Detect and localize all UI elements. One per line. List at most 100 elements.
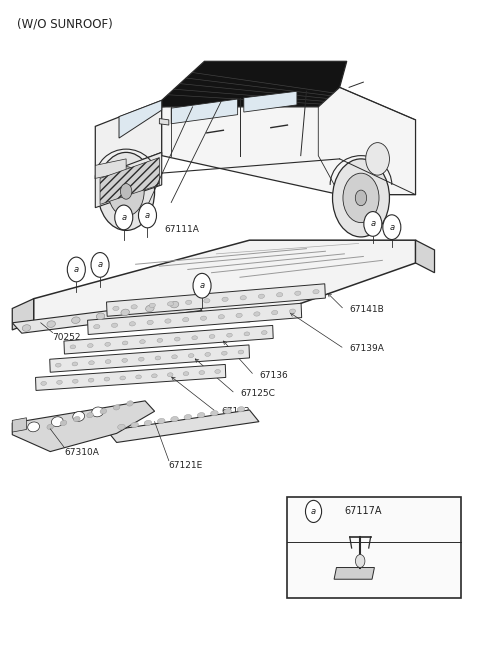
Ellipse shape bbox=[96, 313, 105, 319]
Ellipse shape bbox=[200, 316, 207, 320]
Ellipse shape bbox=[276, 293, 283, 297]
Text: 67139A: 67139A bbox=[349, 344, 384, 354]
Text: 67123: 67123 bbox=[221, 407, 250, 417]
Ellipse shape bbox=[47, 321, 55, 327]
Ellipse shape bbox=[186, 300, 192, 304]
Ellipse shape bbox=[87, 344, 93, 348]
Ellipse shape bbox=[240, 296, 246, 300]
Ellipse shape bbox=[165, 319, 171, 323]
Circle shape bbox=[91, 253, 109, 277]
Text: a: a bbox=[145, 211, 150, 220]
Ellipse shape bbox=[258, 294, 264, 298]
Text: 67121E: 67121E bbox=[169, 461, 203, 470]
Circle shape bbox=[120, 184, 132, 199]
Ellipse shape bbox=[87, 413, 94, 418]
Ellipse shape bbox=[237, 407, 245, 412]
Ellipse shape bbox=[105, 359, 111, 363]
FancyBboxPatch shape bbox=[288, 497, 461, 598]
Text: a: a bbox=[74, 265, 79, 274]
Circle shape bbox=[97, 152, 155, 230]
Text: a: a bbox=[97, 260, 103, 270]
Ellipse shape bbox=[211, 411, 218, 416]
Circle shape bbox=[366, 142, 389, 175]
Polygon shape bbox=[96, 159, 126, 178]
Ellipse shape bbox=[171, 417, 178, 422]
Text: a: a bbox=[200, 281, 204, 290]
Polygon shape bbox=[12, 418, 26, 432]
Ellipse shape bbox=[204, 298, 210, 303]
Circle shape bbox=[115, 205, 133, 230]
Ellipse shape bbox=[174, 337, 180, 341]
Ellipse shape bbox=[60, 420, 67, 426]
Ellipse shape bbox=[184, 415, 192, 420]
Polygon shape bbox=[96, 152, 162, 208]
Text: 70252: 70252 bbox=[53, 333, 81, 342]
Ellipse shape bbox=[22, 325, 31, 331]
Ellipse shape bbox=[70, 345, 76, 349]
Circle shape bbox=[343, 173, 379, 222]
Ellipse shape bbox=[236, 313, 242, 318]
Ellipse shape bbox=[57, 380, 62, 384]
Ellipse shape bbox=[105, 342, 110, 346]
Ellipse shape bbox=[51, 417, 63, 426]
Ellipse shape bbox=[94, 325, 100, 329]
Circle shape bbox=[333, 159, 389, 237]
Polygon shape bbox=[12, 300, 202, 333]
Ellipse shape bbox=[157, 419, 165, 424]
Polygon shape bbox=[162, 87, 416, 195]
Ellipse shape bbox=[72, 317, 80, 323]
Polygon shape bbox=[107, 284, 325, 316]
Ellipse shape bbox=[73, 417, 80, 422]
Ellipse shape bbox=[218, 315, 225, 319]
Circle shape bbox=[108, 167, 144, 216]
Text: 67141B: 67141B bbox=[349, 305, 384, 314]
Polygon shape bbox=[34, 240, 416, 321]
Ellipse shape bbox=[131, 422, 138, 428]
Polygon shape bbox=[416, 240, 434, 273]
Ellipse shape bbox=[118, 424, 125, 430]
Ellipse shape bbox=[168, 373, 173, 377]
Ellipse shape bbox=[122, 341, 128, 345]
Ellipse shape bbox=[131, 305, 137, 309]
Ellipse shape bbox=[238, 350, 244, 354]
Ellipse shape bbox=[262, 331, 267, 335]
Ellipse shape bbox=[113, 405, 120, 410]
Circle shape bbox=[364, 212, 382, 236]
Polygon shape bbox=[334, 567, 374, 579]
Polygon shape bbox=[12, 401, 155, 451]
Ellipse shape bbox=[222, 297, 228, 302]
Circle shape bbox=[383, 215, 401, 239]
Ellipse shape bbox=[113, 306, 119, 310]
Text: 67136: 67136 bbox=[259, 371, 288, 380]
Polygon shape bbox=[171, 99, 238, 124]
Ellipse shape bbox=[182, 318, 189, 321]
Ellipse shape bbox=[209, 335, 215, 338]
Polygon shape bbox=[100, 157, 159, 205]
Ellipse shape bbox=[88, 379, 94, 382]
Ellipse shape bbox=[272, 310, 278, 315]
Ellipse shape bbox=[244, 332, 250, 336]
Circle shape bbox=[193, 274, 211, 298]
Circle shape bbox=[355, 190, 367, 206]
Ellipse shape bbox=[215, 369, 220, 373]
Ellipse shape bbox=[41, 381, 47, 385]
Polygon shape bbox=[36, 365, 226, 390]
Ellipse shape bbox=[136, 375, 142, 379]
Ellipse shape bbox=[199, 371, 204, 375]
Polygon shape bbox=[12, 298, 34, 330]
Ellipse shape bbox=[111, 323, 118, 327]
Ellipse shape bbox=[144, 420, 152, 426]
Circle shape bbox=[355, 554, 365, 567]
Ellipse shape bbox=[73, 411, 84, 421]
Ellipse shape bbox=[121, 309, 130, 316]
Ellipse shape bbox=[47, 424, 54, 430]
Ellipse shape bbox=[183, 372, 189, 376]
Polygon shape bbox=[107, 410, 259, 443]
Text: a: a bbox=[121, 213, 126, 222]
Ellipse shape bbox=[120, 376, 126, 380]
Polygon shape bbox=[50, 345, 250, 372]
Ellipse shape bbox=[129, 321, 135, 326]
Ellipse shape bbox=[104, 377, 110, 381]
Text: 67310A: 67310A bbox=[64, 447, 99, 457]
Ellipse shape bbox=[295, 291, 301, 295]
